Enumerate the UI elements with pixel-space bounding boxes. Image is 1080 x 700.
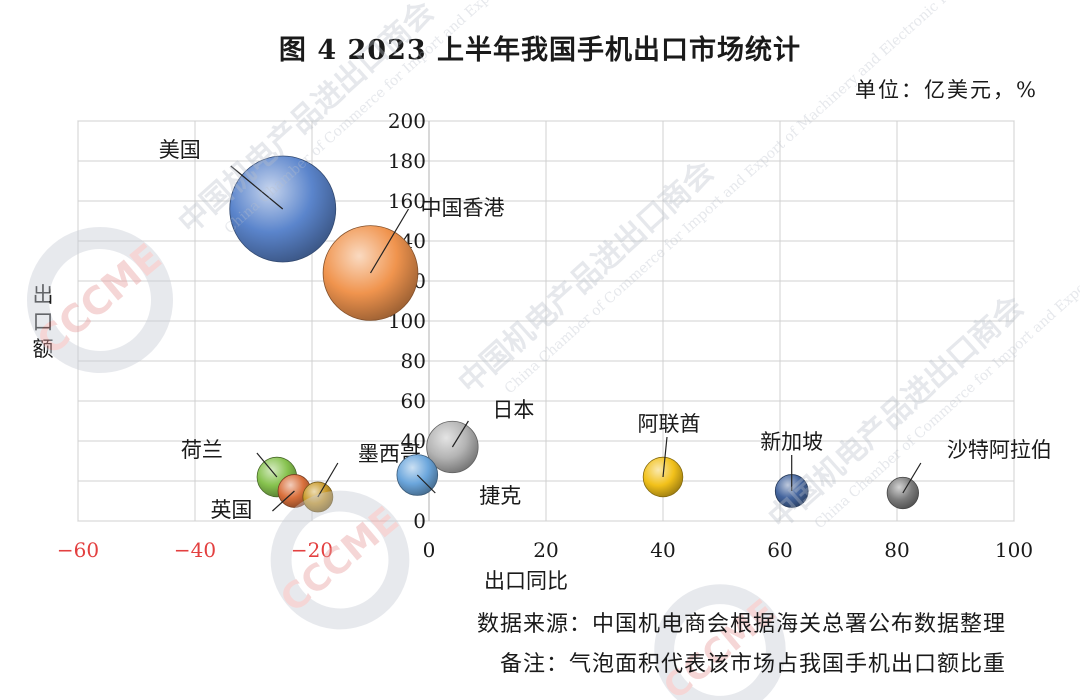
unit-label: 单位：亿美元，% [855,78,1038,102]
bubble-label: 日本 [492,398,534,422]
y-tick-label: 60 [401,389,426,413]
bubble-2: 日本 [426,398,534,474]
bubble-3: 荷兰 [181,438,298,498]
x-tick-label: 100 [995,538,1033,562]
remark-note: 备注：气泡面积代表该市场占我国手机出口额比重 [499,652,1006,677]
y-tick-label: 160 [388,189,426,213]
x-axis-label: 出口同比 [484,569,568,593]
bubble-0: 美国 [159,138,337,263]
bubble-5: 墨西哥 [302,442,421,513]
chart-title: 图 4 2023 上半年我国手机出口市场统计 [278,35,802,66]
bubble-label: 荷兰 [181,438,223,462]
bubble-8: 新加坡 [760,430,823,508]
x-tick-label: 60 [767,538,792,562]
data-source-note: 数据来源：中国机电商会根据海关总署公布数据整理 [476,612,1006,637]
y-axis-label: 出口额 [32,283,54,361]
leader-line [416,474,436,494]
x-tick-label: 0 [423,538,436,562]
bubble-1: 中国香港 [322,196,505,321]
bubble-label: 捷克 [479,484,521,508]
leader-line [256,452,278,478]
leader-line [451,420,469,448]
x-tick-label: 80 [884,538,909,562]
y-tick-label: 40 [401,429,426,453]
bubble-label: 美国 [159,138,201,162]
leader-line [662,436,668,478]
y-tick-label: 180 [388,149,426,173]
y-tick-label: 80 [401,349,426,373]
x-tick-label: −60 [57,538,99,562]
bubble-9: 沙特阿拉伯 [886,438,1052,510]
y-tick-label: 200 [388,109,426,133]
x-tick-label: −40 [174,538,216,562]
y-tick-label: 0 [413,509,426,533]
bubble-label: 中国香港 [421,196,505,220]
leader-line [272,490,295,512]
bubble-label: 沙特阿拉伯 [947,438,1052,462]
x-tick-label: 20 [533,538,558,562]
leader-line [317,462,339,498]
bubble-7: 阿联酋 [638,412,701,498]
leader-line [230,165,284,210]
leader-line [369,208,410,274]
x-tick-label: −20 [291,538,333,562]
bubble-label: 英国 [210,498,252,522]
bubble-label: 新加坡 [760,430,823,454]
bubble-6: 捷克 [396,454,521,508]
bubble-label: 阿联酋 [638,412,701,436]
x-tick-label: 40 [650,538,675,562]
leader-line [902,462,922,494]
